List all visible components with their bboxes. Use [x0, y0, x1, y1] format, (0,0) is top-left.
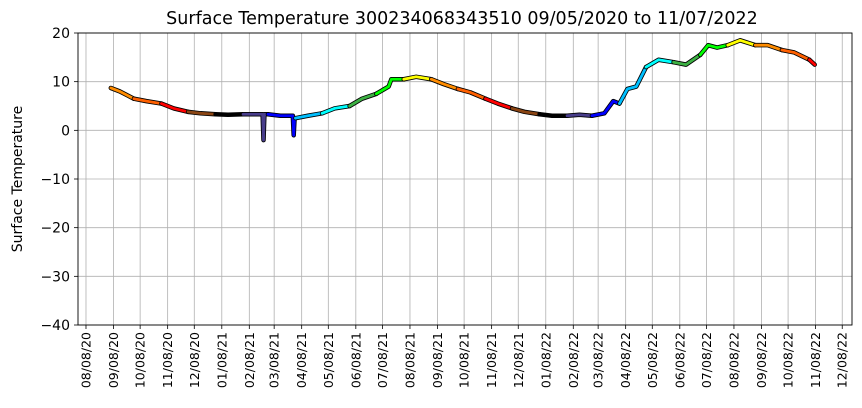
- x-tick-label: 12/08/21: [511, 332, 526, 388]
- x-tick-label: 02/08/21: [242, 332, 257, 388]
- x-tick-label: 05/08/22: [645, 332, 660, 388]
- line: [698, 43, 730, 57]
- plot-frame: [77, 32, 853, 326]
- x-tick-label: 09/08/20: [106, 332, 121, 388]
- line: [672, 53, 702, 67]
- x-tick-label: 01/08/22: [538, 332, 553, 388]
- line: [348, 92, 378, 108]
- line: [644, 58, 675, 69]
- x-tick-label: 09/08/21: [430, 332, 445, 388]
- x-tick-label: 07/08/22: [699, 332, 714, 388]
- chart-title: Surface Temperature 300234068343510 09/0…: [166, 9, 758, 29]
- x-tick-label: 10/08/22: [781, 332, 796, 388]
- line: [320, 104, 352, 115]
- x-tick-label: 07/08/21: [375, 332, 390, 388]
- x-tick-label: 06/08/22: [672, 332, 687, 388]
- x-tick-label: 08/08/21: [402, 332, 417, 388]
- line: [109, 86, 136, 101]
- x-tick-label: 06/08/21: [348, 332, 363, 388]
- x-tick-label: 12/08/22: [835, 332, 850, 388]
- line: [565, 113, 594, 118]
- line: [484, 97, 514, 110]
- line: [618, 65, 648, 105]
- x-tick-label: 01/08/21: [214, 332, 229, 388]
- line: [538, 112, 569, 118]
- x-tick-label: 04/08/21: [294, 332, 309, 388]
- line: [807, 58, 817, 67]
- y-tick-label: 20: [52, 26, 70, 42]
- x-tick-label: 10/08/21: [457, 332, 472, 388]
- line: [160, 102, 190, 114]
- line: [429, 77, 460, 91]
- x-tick-label: 05/08/21: [321, 332, 336, 388]
- line: [456, 87, 487, 101]
- x-tick-label: 11/08/21: [484, 332, 499, 388]
- x-tick-label: 03/08/21: [267, 332, 282, 388]
- x-tick-label: 10/08/20: [133, 332, 148, 388]
- x-tick-label: 03/08/22: [591, 332, 606, 388]
- x-tick-label: 08/08/22: [726, 332, 741, 388]
- line: [241, 112, 270, 142]
- y-tick-label: 10: [52, 75, 70, 91]
- y-tick-label: −10: [40, 172, 70, 188]
- x-tick-label: 09/08/22: [754, 332, 769, 388]
- y-tick-label: −30: [40, 269, 70, 285]
- y-tick-label: −20: [40, 221, 70, 237]
- line: [780, 48, 811, 62]
- x-tick-label: 02/08/22: [566, 332, 581, 388]
- y-tick-label: 0: [61, 123, 70, 139]
- x-tick-label: 08/08/20: [78, 332, 93, 388]
- y-axis-label: Surface Temperature: [10, 106, 26, 252]
- line: [186, 110, 217, 116]
- line: [510, 107, 541, 116]
- line: [590, 99, 621, 118]
- line: [374, 77, 406, 96]
- x-tick-label: 12/08/20: [187, 332, 202, 388]
- line: [402, 75, 433, 81]
- y-tick-label: −40: [40, 318, 70, 334]
- line: [753, 43, 784, 52]
- x-tick-label: 11/08/22: [808, 332, 823, 388]
- line-outline: [265, 112, 298, 138]
- line: [294, 111, 324, 120]
- x-tick-label: 04/08/22: [618, 332, 633, 388]
- line: [726, 38, 757, 47]
- line: [132, 97, 163, 105]
- x-tick-label: 11/08/20: [160, 332, 175, 388]
